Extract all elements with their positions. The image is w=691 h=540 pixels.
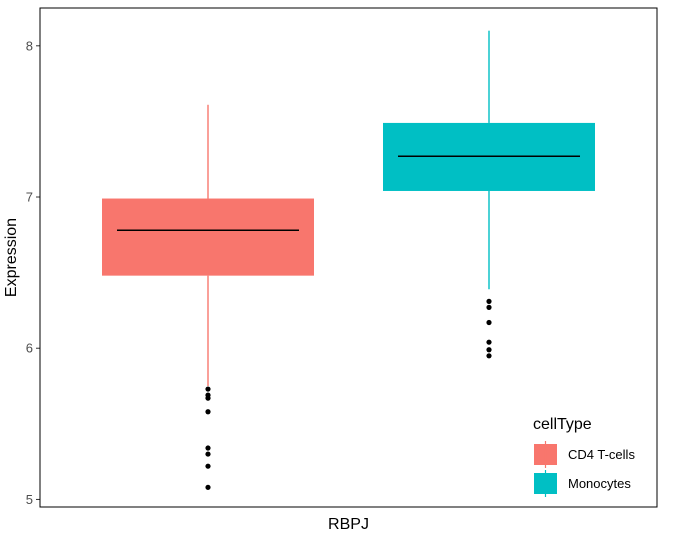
legend-item-1: Monocytes (534, 470, 631, 497)
y-axis-title: Expression (3, 218, 20, 297)
outlier-point (205, 484, 211, 490)
legend: cellType CD4 T-cells Monocytes (533, 416, 635, 497)
box-1 (383, 30, 595, 359)
outlier-point (205, 409, 211, 415)
y-tick-label: 6 (26, 341, 33, 356)
box-0 (102, 104, 314, 490)
legend-item-0: CD4 T-cells (534, 441, 635, 468)
plot-marks (102, 30, 595, 490)
outlier-point (486, 298, 492, 304)
panel-border (39, 7, 658, 508)
legend-label: CD4 T-cells (568, 447, 635, 462)
outlier-point (486, 304, 492, 310)
outlier-point (205, 395, 211, 401)
iqr-box (383, 122, 595, 191)
outlier-point (486, 353, 492, 359)
outlier-point (205, 445, 211, 451)
legend-title: cellType (533, 416, 592, 433)
legend-label: Monocytes (568, 476, 631, 491)
outlier-point (486, 319, 492, 326)
y-tick-label: 8 (26, 38, 33, 53)
y-tick-label: 7 (26, 190, 33, 205)
outlier-point (205, 451, 211, 457)
x-axis-title: RBPJ (328, 516, 369, 533)
y-axis: 5 6 7 8 (26, 38, 40, 507)
outlier-point (205, 386, 211, 392)
outlier-point (486, 339, 492, 345)
outlier-point (205, 463, 211, 469)
y-tick-label: 5 (26, 492, 33, 507)
outlier-point (486, 347, 492, 353)
iqr-box (102, 198, 314, 276)
